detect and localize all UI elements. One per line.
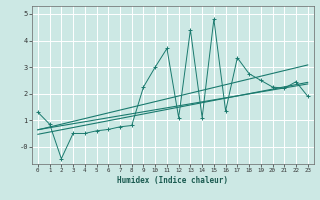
X-axis label: Humidex (Indice chaleur): Humidex (Indice chaleur) [117, 176, 228, 185]
